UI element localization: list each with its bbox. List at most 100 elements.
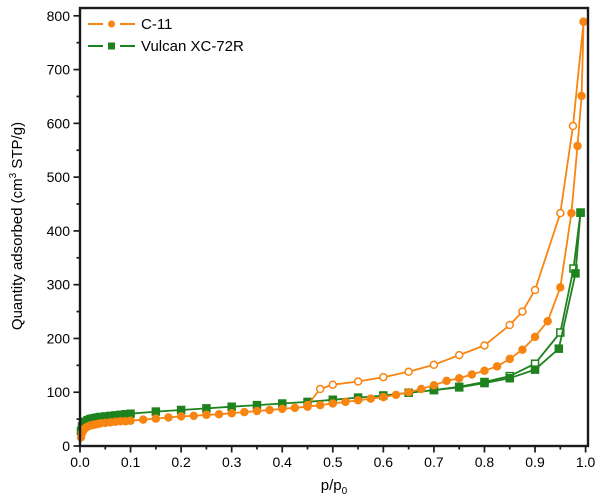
x-tick-label: 0.6 [374,454,394,470]
data-point-circle [480,366,489,375]
legend: C-11 Vulcan XC-72R [88,13,244,57]
x-tick-label: 0.5 [323,454,343,470]
data-point-square [554,344,564,353]
data-point-circle [214,410,224,419]
y-axis-title-text: Quantity adsorbed (cm [9,178,26,331]
y-tick-label: 100 [47,384,71,400]
y-tick-label: 200 [47,330,71,346]
data-point-circle [391,390,401,400]
data-point-circle [518,307,527,316]
y-axis-title-superscript: 3 [8,172,19,179]
x-axis-title-subscript: 0 [341,486,348,497]
data-point-circle [366,394,375,403]
data-point-circle [176,412,186,421]
data-point-circle [353,377,363,386]
y-tick-label: 400 [47,223,71,239]
data-point-square [556,328,565,337]
data-point-circle [126,416,135,425]
data-point-square [151,407,161,416]
data-point-circle [577,91,586,101]
data-point-circle [202,410,211,420]
legend-item-c11: C-11 [88,13,244,35]
data-point-square [126,409,135,418]
data-point-circle [543,316,552,326]
data-point-circle [341,397,350,407]
series-line [306,21,585,406]
data-point-circle [164,413,173,422]
data-point-circle [315,384,325,394]
data-point-circle [530,332,540,342]
data-point-circle [404,387,413,397]
legend-item-vulcan: Vulcan XC-72R [88,35,244,57]
data-point-circle [303,402,312,411]
data-point-circle [492,362,502,371]
data-point-circle [573,141,582,151]
data-point-circle [151,414,161,423]
data-point-circle [315,400,325,410]
data-point-circle [227,408,236,418]
x-axis-title: p/p0 [321,477,347,497]
data-point-circle [404,367,413,377]
data-point-square [571,269,580,278]
data-point-circle [480,341,489,350]
data-point-circle [265,405,274,415]
x-tick-label: 0.8 [475,454,495,470]
data-point-circle [429,380,439,390]
x-tick-label: 0.0 [70,454,90,470]
data-point-circle [567,208,576,218]
data-point-circle [189,411,199,421]
series-c-11-desorption [303,17,588,410]
data-point-circle [379,372,388,382]
data-point-circle [454,350,464,360]
legend-label-vulcan: Vulcan XC-72R [141,37,244,55]
data-point-circle [429,360,439,370]
x-axis-title-text: p/p [320,477,342,494]
data-point-circle [442,376,451,386]
x-tick-label: 0.4 [273,454,293,470]
data-point-circle [328,380,338,389]
data-point-circle [467,370,477,379]
plot-frame [78,6,590,448]
data-point-square [576,208,585,217]
data-point-circle [518,345,527,354]
data-point-square [480,378,489,388]
data-point-circle [240,407,249,417]
data-point-circle [556,208,565,218]
data-point-square [454,383,464,392]
data-point-circle [328,399,338,408]
y-tick-label: 600 [47,115,71,131]
legend-sample-c11-line-marker-icon [88,20,135,28]
legend-marker-circle-icon [108,20,115,28]
y-tick-label: 0 [62,438,70,454]
legend-marker-square-icon [108,42,115,50]
data-point-circle [454,373,464,383]
x-tick-label: 0.7 [424,454,444,470]
y-tick-label: 700 [47,62,71,78]
data-point-circle [505,320,515,330]
x-tick-label: 0.9 [525,454,545,470]
data-point-circle [417,384,426,394]
data-point-square [505,373,515,383]
y-axis-title: Quantity adsorbed (cm3 STP/g) [8,122,26,330]
data-point-circle [530,285,540,295]
y-tick-label: 500 [47,169,71,185]
data-point-circle [138,415,148,424]
data-point-circle [568,121,578,131]
y-axis-title-suffix: STP/g) [9,121,26,173]
x-tick-label: 0.2 [171,454,191,470]
data-point-square [530,365,540,374]
x-tick-label: 1.0 [576,454,596,470]
series-c-11-adsorption [76,17,588,442]
data-point-circle [505,354,515,364]
series-vulcan-xc-72r-desorption [429,208,585,395]
series-vulcan-xc-72r-adsorption [76,208,585,436]
data-point-circle [252,406,262,416]
legend-label-c11: C-11 [141,15,173,33]
x-tick-label: 0.1 [121,454,141,470]
legend-sample-vulcan-line-marker-icon [88,42,135,50]
data-point-circle [556,283,565,292]
data-point-circle [290,403,300,413]
data-point-circle [579,17,588,26]
